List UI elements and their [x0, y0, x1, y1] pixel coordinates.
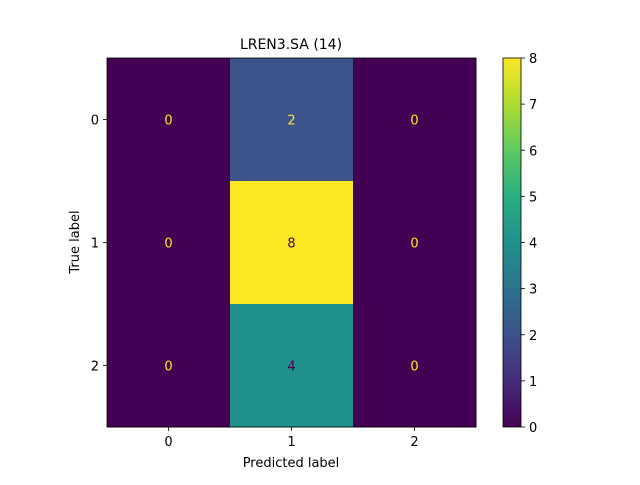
colorbar-tick-label: 0 [529, 421, 537, 436]
y-tick-label: 2 [91, 360, 99, 375]
colorbar [502, 57, 522, 428]
colorbar-tick-label: 2 [529, 329, 537, 344]
heatmap-cells [107, 58, 477, 428]
colorbar-tick-label: 8 [529, 52, 537, 67]
y-axis-ticks: 0 1 2 [91, 114, 107, 375]
cell-value-label: 8 [287, 237, 295, 252]
cell-value-label: 0 [164, 114, 172, 129]
colorbar-tick-label: 3 [529, 283, 537, 298]
x-tick-label: 2 [410, 435, 418, 450]
y-axis-label: True label [68, 210, 83, 274]
cell-value-label: 2 [287, 114, 295, 129]
heatmap-cell [107, 304, 231, 428]
heatmap-cell [230, 181, 354, 305]
colorbar-tick-label: 5 [529, 190, 537, 205]
x-tick-label: 0 [164, 435, 172, 450]
heatmap-cell [107, 181, 231, 305]
heatmap-cell [230, 304, 354, 428]
heatmap-cell [230, 58, 354, 182]
heatmap-cell [107, 58, 231, 182]
cell-value-label: 0 [164, 360, 172, 375]
cell-value-label: 4 [287, 360, 295, 375]
colorbar-tick-label: 4 [529, 237, 537, 252]
colorbar-tick-label: 1 [529, 375, 537, 390]
heatmap-cell [353, 304, 477, 428]
heatmap-cell [353, 181, 477, 305]
cell-value-label: 0 [410, 237, 418, 252]
y-tick-label: 0 [91, 114, 99, 129]
x-tick-label: 1 [287, 435, 295, 450]
colorbar-tick-label: 7 [529, 98, 537, 113]
heatmap-cell [353, 58, 477, 182]
heatmap-cell-labels: 0 2 0 0 8 0 0 4 0 [164, 114, 418, 375]
colorbar-ticks: 0 1 2 3 4 5 6 7 8 [521, 52, 537, 436]
y-tick-label: 1 [91, 237, 99, 252]
x-axis-label: Predicted label [243, 456, 340, 471]
chart-title: LREN3.SA (14) [240, 37, 342, 53]
colorbar-tick-label: 6 [529, 144, 537, 159]
cell-value-label: 0 [410, 360, 418, 375]
x-axis-ticks: 0 1 2 [164, 427, 419, 450]
cell-value-label: 0 [410, 114, 418, 129]
cell-value-label: 0 [164, 237, 172, 252]
